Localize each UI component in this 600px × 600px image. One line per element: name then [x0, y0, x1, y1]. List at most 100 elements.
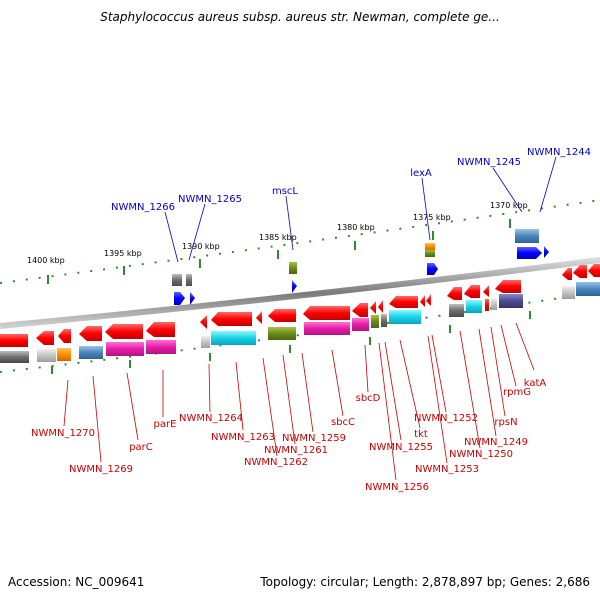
leader-line	[515, 322, 535, 371]
gene-arrow	[211, 312, 252, 326]
gene-label: katA	[524, 378, 547, 389]
forward-labels: NWMN_1266 NWMN_1265 mscL lexA NWMN_1245 …	[111, 147, 591, 213]
gene-box	[485, 299, 489, 311]
forward-leaders	[164, 156, 557, 263]
gene-arrow	[268, 309, 296, 322]
gene-arrow	[256, 311, 262, 324]
gene-arrow	[588, 264, 600, 277]
gene-label: parC	[129, 442, 153, 453]
gene-box	[381, 314, 387, 327]
gene-label: NWMN_1262	[244, 457, 308, 468]
leader-line	[378, 342, 397, 481]
gene-label: NWMN_1269	[69, 464, 133, 475]
gene-label: tkt	[414, 429, 428, 440]
gene-box	[491, 298, 497, 310]
gene-arrow	[79, 326, 102, 341]
gene-box	[499, 294, 523, 308]
gene-label: parE	[154, 419, 177, 430]
leader-line	[431, 334, 447, 413]
gene-arrow	[464, 285, 480, 298]
gene-box	[79, 346, 103, 359]
gene-box	[304, 322, 350, 335]
leader-line	[459, 330, 481, 449]
leader-line	[282, 354, 296, 445]
scale-label: 1400 kbp	[27, 256, 65, 265]
reverse-genes[interactable]	[0, 264, 600, 363]
forward-genes[interactable]	[172, 229, 549, 305]
gene-arrow	[544, 246, 549, 258]
accession-label: Accession: NC_009641	[8, 575, 145, 589]
gene-arrow	[174, 292, 185, 305]
gene-label: rpmG	[503, 387, 531, 398]
gene-box	[268, 327, 296, 340]
gene-arrow	[517, 247, 542, 259]
leader-line	[364, 344, 369, 393]
reverse-leaders	[63, 322, 535, 481]
gene-arrow	[303, 306, 350, 320]
gene-label: NWMN_1255	[369, 442, 433, 453]
gene-label: sbcD	[356, 393, 381, 404]
gene-arrow	[36, 331, 54, 345]
scale-labels: 1400 kbp 1395 kbp 1390 kbp 1385 kbp 1380…	[27, 201, 528, 265]
gene-arrow	[58, 329, 71, 343]
gene-arrow	[378, 300, 383, 313]
leader-line	[235, 361, 244, 431]
leader-line	[126, 372, 139, 441]
gene-box	[0, 351, 29, 363]
gene-box	[37, 349, 56, 362]
gene-arrow	[389, 296, 418, 308]
gene-label: mscL	[272, 186, 298, 197]
leader-line	[63, 379, 69, 427]
leader-line	[421, 177, 431, 241]
scale-label: 1375 kbp	[413, 213, 451, 222]
gene-arrow	[105, 324, 143, 339]
scale-label: 1385 kbp	[259, 233, 297, 242]
gene-box	[425, 243, 435, 250]
gene-arrow	[427, 263, 438, 275]
leader-line	[384, 341, 402, 441]
gene-arrow	[0, 334, 28, 347]
gene-box	[146, 340, 176, 354]
leader-line	[331, 349, 344, 417]
gene-label: NWMN_1252	[414, 413, 478, 424]
gene-arrow	[562, 268, 572, 280]
gene-box	[201, 336, 210, 348]
gene-arrow	[370, 301, 376, 314]
gene-arrow	[190, 292, 195, 305]
leader-line	[492, 167, 523, 213]
leader-line	[285, 195, 294, 251]
major-ticks	[47, 219, 531, 374]
gene-arrow	[495, 280, 521, 293]
gene-box	[515, 229, 539, 243]
leader-line	[188, 203, 206, 261]
gene-box	[186, 274, 192, 286]
leader-line	[301, 352, 314, 433]
gene-box	[389, 310, 421, 324]
gene-arrow	[200, 315, 207, 329]
gene-label: NWMN_1265	[178, 194, 242, 205]
gene-label: lexA	[410, 168, 432, 179]
gene-arrow	[483, 285, 489, 297]
scale-label: 1395 kbp	[104, 249, 142, 258]
gene-arrow	[292, 280, 297, 293]
gene-box	[466, 300, 482, 313]
gene-label: NWMN_1259	[282, 433, 346, 444]
outer-tick-track	[0, 199, 600, 284]
leader-line	[92, 375, 102, 463]
gene-box	[576, 282, 600, 296]
gene-box	[57, 348, 71, 361]
gene-label: NWMN_1253	[415, 464, 479, 475]
gene-arrow	[146, 322, 175, 337]
leader-line	[164, 211, 179, 263]
gene-box	[211, 331, 256, 345]
scale-label: 1380 kbp	[337, 223, 375, 232]
gene-box	[371, 315, 379, 328]
gene-label: NWMN_1266	[111, 202, 175, 213]
gene-box	[172, 274, 182, 286]
gene-label: NWMN_1256	[365, 482, 429, 493]
gene-box	[562, 286, 575, 299]
topology-label: Topology: circular; Length: 2,878,897 bp…	[260, 575, 590, 589]
gene-label: NWMN_1263	[211, 432, 275, 443]
gene-label: NWMN_1245	[457, 157, 521, 168]
